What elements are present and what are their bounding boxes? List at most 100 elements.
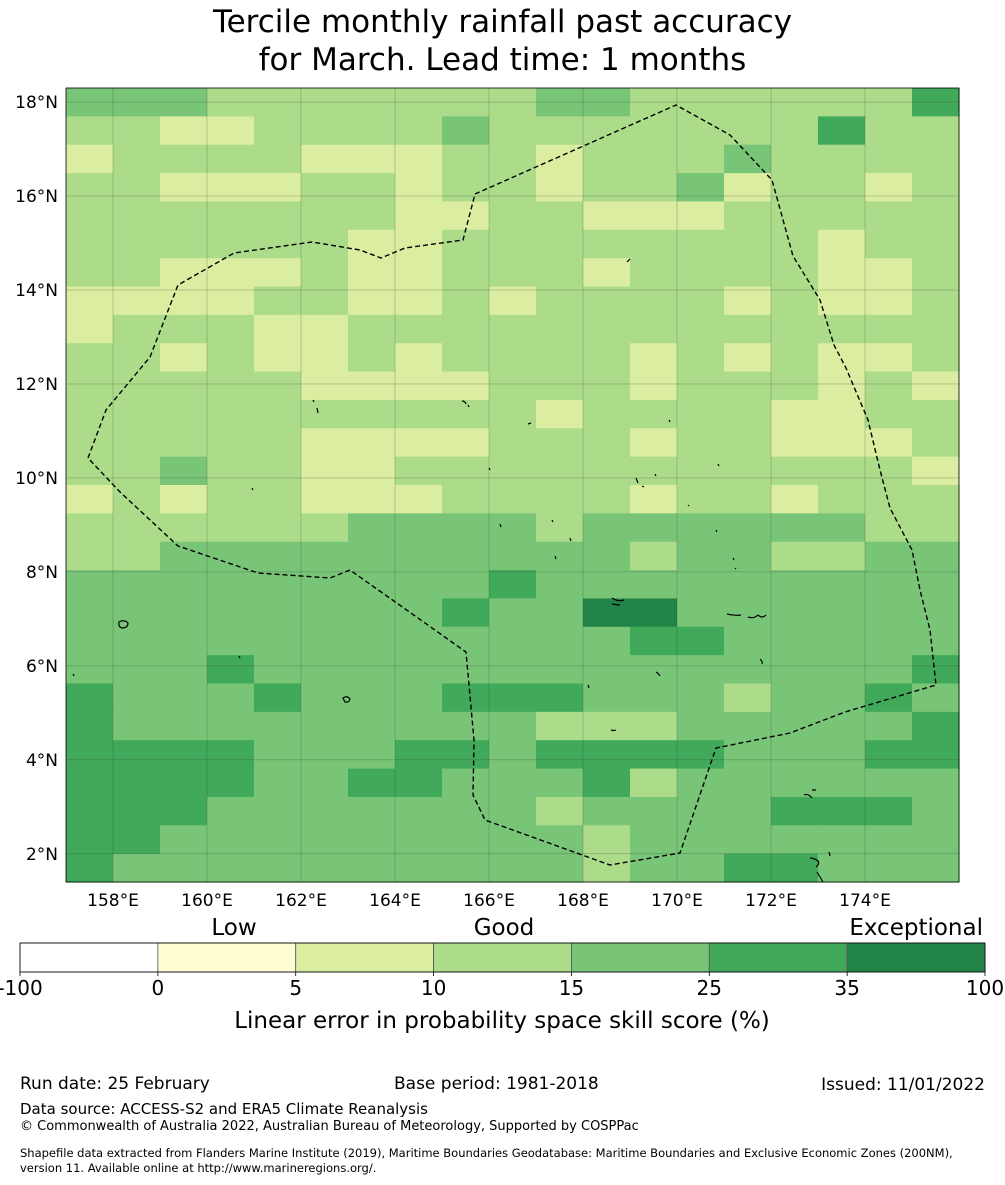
grid-cell xyxy=(66,201,114,231)
grid-cell xyxy=(630,229,678,259)
run-date: Run date: 25 February xyxy=(20,1074,210,1094)
colorbar-label: Linear error in probability space skill … xyxy=(234,1008,770,1034)
grid-cell xyxy=(677,740,725,770)
grid-cell xyxy=(113,201,161,231)
grid-cell xyxy=(254,598,302,628)
grid-cell xyxy=(160,768,208,798)
map-title-line-1: Tercile monthly rainfall past accuracy xyxy=(212,4,793,40)
grid-cell xyxy=(724,626,772,656)
grid-cell xyxy=(489,683,537,713)
grid-cell xyxy=(160,258,208,288)
grid-cell xyxy=(818,343,866,373)
grid-cell xyxy=(66,853,114,883)
grid-cell xyxy=(912,796,960,826)
grid-cell xyxy=(395,456,443,486)
grid-cell xyxy=(630,116,678,146)
grid-cell xyxy=(301,428,349,458)
grid-cell xyxy=(724,768,772,798)
grid-cell xyxy=(818,825,866,855)
grid-cell xyxy=(912,485,960,514)
grid-cell xyxy=(207,144,255,174)
grid-cell xyxy=(254,88,302,117)
grid-cell xyxy=(630,456,678,486)
grid-cell xyxy=(536,513,584,543)
grid-cell xyxy=(113,286,161,316)
grid-cell xyxy=(113,853,161,883)
grid-cell xyxy=(160,201,208,231)
grid-cell xyxy=(207,655,255,685)
grid-cell xyxy=(724,485,772,514)
grid-cell xyxy=(677,796,725,826)
colorbar-segment xyxy=(571,942,710,973)
grid-cell xyxy=(912,343,960,373)
grid-cell xyxy=(724,173,772,203)
grid-cell xyxy=(66,314,114,344)
grid-cell xyxy=(395,740,443,770)
grid-cell xyxy=(583,258,631,288)
grid-cell xyxy=(160,683,208,713)
grid-cell xyxy=(536,399,584,429)
grid-cell xyxy=(395,711,443,741)
longitude-tick-label: 166°E xyxy=(463,891,515,911)
grid-cell xyxy=(113,796,161,826)
grid-cell xyxy=(630,655,678,685)
grid-cell xyxy=(113,144,161,174)
grid-cell xyxy=(113,173,161,203)
grid-cell xyxy=(912,768,960,798)
colorbar-tick-label: 100 xyxy=(966,976,1004,1000)
data-source: Data source: ACCESS-S2 and ERA5 Climate … xyxy=(20,1100,428,1118)
grid-cell xyxy=(254,201,302,231)
grid-cell xyxy=(160,711,208,741)
grid-cell xyxy=(207,598,255,628)
grid-cell xyxy=(771,201,819,231)
grid-cell xyxy=(160,456,208,486)
grid-cell xyxy=(536,541,584,571)
grid-cell xyxy=(442,513,490,543)
grid-cell xyxy=(301,626,349,656)
grid-cell xyxy=(254,144,302,174)
grid-cell xyxy=(348,598,396,628)
grid-cell xyxy=(583,598,631,628)
grid-cell xyxy=(865,485,913,514)
grid-cell xyxy=(818,513,866,543)
grid-cell xyxy=(301,853,349,883)
grid-cell xyxy=(912,88,960,117)
grid-cell xyxy=(160,570,208,600)
grid-cell xyxy=(583,116,631,146)
grid-cell xyxy=(254,173,302,203)
grid-cell xyxy=(160,229,208,259)
grid-cell xyxy=(442,853,490,883)
grid-cell xyxy=(489,711,537,741)
grid-cell xyxy=(865,456,913,486)
grid-cell xyxy=(724,853,772,883)
island-coastlines xyxy=(72,258,831,883)
grid-cell xyxy=(395,541,443,571)
grid-cell xyxy=(677,598,725,628)
grid-cell xyxy=(818,570,866,600)
grid-cell xyxy=(348,768,396,798)
grid-cell xyxy=(583,853,631,883)
grid-cell xyxy=(395,314,443,344)
grid-cell xyxy=(865,371,913,401)
skill-score-grid xyxy=(66,88,960,883)
grid-cell xyxy=(536,683,584,713)
latitude-tick-label: 6°N xyxy=(26,657,58,677)
grid-cell xyxy=(724,116,772,146)
grid-cell xyxy=(583,173,631,203)
grid-cell xyxy=(912,598,960,628)
grid-cell xyxy=(630,144,678,174)
grid-cell xyxy=(348,456,396,486)
grid-cell xyxy=(771,116,819,146)
longitude-tick-label: 172°E xyxy=(745,891,797,911)
colorbar-category-exceptional: Exceptional xyxy=(849,915,983,941)
grid-cell xyxy=(301,258,349,288)
grid-cell xyxy=(912,711,960,741)
grid-cell xyxy=(207,626,255,656)
grid-cell xyxy=(489,229,537,259)
copyright: © Commonwealth of Australia 2022, Austra… xyxy=(20,1119,639,1134)
grid-cell xyxy=(630,201,678,231)
latitude-tick-label: 8°N xyxy=(26,563,58,583)
grid-cell xyxy=(160,740,208,770)
grid-cell xyxy=(630,399,678,429)
grid-cell xyxy=(66,626,114,656)
